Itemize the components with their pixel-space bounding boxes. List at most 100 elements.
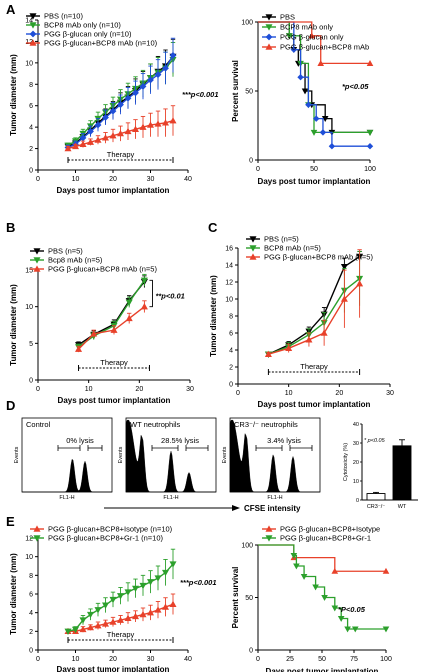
series-group: [75, 300, 148, 353]
legend-marker: [249, 236, 257, 243]
y-tick-label: 20: [353, 460, 359, 466]
data-point: [161, 603, 170, 610]
y-tick-label: 40: [353, 422, 359, 428]
series-line: [78, 281, 145, 346]
x-tick-label: 50: [310, 166, 318, 173]
x-tick-label: 10: [72, 656, 80, 663]
survival-series: [258, 544, 390, 574]
panel-label-d: D: [6, 398, 15, 413]
survival-series: [258, 544, 390, 633]
y-axis-label: Percent survival: [231, 567, 240, 629]
data-point: [124, 94, 132, 102]
x-tick-label: 0: [256, 166, 260, 173]
y-tick-label: 100: [241, 20, 253, 27]
legend-marker: [29, 22, 37, 29]
data-point: [109, 618, 117, 625]
data-point: [285, 344, 293, 352]
legend-marker: [33, 525, 41, 532]
therapy-label: Therapy: [107, 150, 135, 159]
y-tick-label: 50: [245, 89, 253, 96]
data-point: [109, 596, 117, 604]
legend-entry: PGG β-glucan+BCP8 mAb (n=5): [264, 253, 373, 262]
survival-point: [331, 605, 339, 612]
data-point: [125, 299, 133, 306]
legend-entry: Bcp8 mAb (n=5): [48, 256, 103, 265]
panel-label-c: C: [208, 220, 218, 235]
y-tick-label: 0: [249, 158, 253, 165]
survival-series: [258, 21, 374, 150]
data-point: [305, 336, 313, 343]
data-point: [146, 609, 155, 616]
x-tick-label: 100: [380, 656, 392, 663]
data-point: [131, 612, 140, 620]
legend-entry: PGG β-glucan+BCP8+Isotype (n=10): [48, 525, 173, 534]
data-point: [161, 119, 170, 126]
legend-marker: [29, 39, 37, 46]
legend-entry: PBS: [280, 13, 295, 22]
data-point: [139, 83, 147, 90]
y-tick-label: 30: [353, 441, 359, 447]
panel-label-e: E: [6, 514, 15, 529]
y-tick-label: 8: [29, 573, 33, 580]
survival-step-line: [258, 544, 386, 630]
data-point: [79, 140, 87, 147]
data-point: [102, 114, 109, 121]
y-tick-label: 6: [29, 103, 33, 110]
data-point: [101, 602, 110, 609]
y-tick-label: 15: [25, 268, 33, 275]
data-point: [86, 623, 95, 631]
legend-entry: BCP8 mAb (n=5): [264, 244, 321, 253]
data-point: [146, 121, 155, 128]
survival-point: [313, 115, 320, 122]
legend-entry: PGG β-glucan+BCP8 mAb (n=10): [44, 39, 158, 48]
lysis-label: 0% lysis: [66, 436, 94, 445]
survival-series: [258, 21, 374, 66]
legend-marker: [29, 13, 37, 20]
y-tick-label: 10: [353, 479, 359, 485]
data-point: [139, 610, 147, 618]
x-axis-label: Days post tumor implantation: [258, 177, 371, 186]
legend-entry: PBS (n=5): [48, 247, 83, 256]
legend-marker: [33, 248, 41, 255]
legend-marker: [265, 525, 273, 532]
legend-marker: [265, 24, 273, 31]
series-group: [264, 250, 364, 358]
y-tick-label: 0: [249, 648, 253, 655]
flow-histogram: CR3⁻/⁻ neutrophils 3.4% lysis FL1-H Events: [222, 417, 321, 501]
cfse-arrow-head: [232, 505, 240, 511]
survival-point: [337, 615, 345, 622]
data-point: [124, 589, 132, 596]
x-tick-label: 10: [85, 386, 93, 393]
data-point: [161, 569, 170, 577]
histogram-peaks: [22, 459, 112, 493]
y-tick-label: 10: [25, 554, 33, 561]
panel-d-cytotoxicity-bar: 0 10 20 30 40 CR3⁻/⁻ WT Cytotoxicity (%) * p<0.0…: [343, 422, 418, 510]
x-tick-label: 0: [36, 656, 40, 663]
significance-annotation: *p<0.05: [342, 82, 369, 91]
legend-entry: PGG β-glucan+BCP8+Gr-1 (n=10): [48, 534, 163, 543]
x-axis-label: Days post tumor implantation: [57, 186, 170, 195]
x-tick-label: 30: [186, 386, 194, 393]
x-tick-label: 50: [318, 656, 326, 663]
survival-step-line: [258, 21, 370, 65]
legend-entry: PGG β-glucan+BCP8 mAb (n=5): [48, 265, 157, 274]
x-tick-label: 20: [109, 176, 117, 183]
data-point: [132, 89, 139, 97]
x-axis-label: Days post tumor implantation: [266, 667, 379, 672]
legend-entry: PGG β-glucan+BCP8+Isotype: [280, 525, 380, 534]
therapy-label: Therapy: [107, 630, 135, 639]
data-point: [79, 625, 87, 633]
data-point: [71, 142, 80, 150]
data-point: [140, 277, 148, 284]
survival-point: [290, 552, 298, 559]
survival-point: [321, 116, 329, 123]
y-tick-label: 10: [25, 60, 33, 67]
significance-annotation: ***p<0.001: [180, 578, 217, 587]
data-point: [94, 136, 102, 143]
data-point: [94, 121, 102, 129]
lysis-label: 28.5% lysis: [161, 436, 199, 445]
y-tick-label: 14: [25, 18, 33, 25]
x-tick-label: 20: [335, 390, 343, 397]
